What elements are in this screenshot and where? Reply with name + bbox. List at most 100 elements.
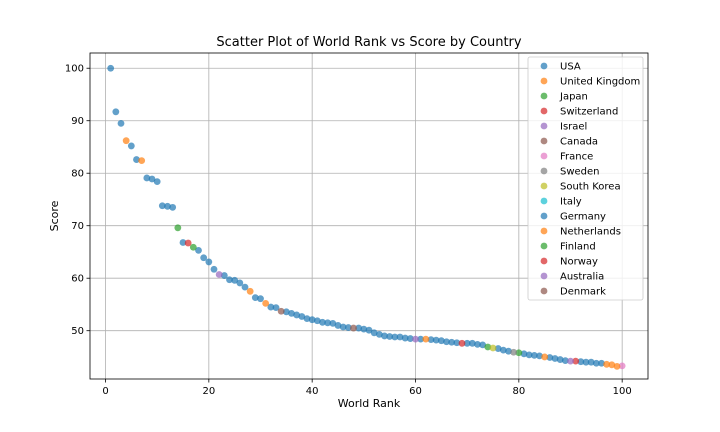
x-tick-label: 80 [512, 386, 525, 397]
data-point [505, 347, 512, 355]
legend-entry: Italy [560, 197, 582, 208]
data-point [381, 332, 388, 340]
y-tick-label: 90 [71, 116, 84, 127]
data-point [427, 336, 435, 344]
data-points [107, 64, 626, 370]
data-point [241, 283, 249, 291]
legend-marker [540, 107, 548, 115]
legend-marker [540, 227, 548, 235]
data-point [164, 202, 171, 210]
y-tick-label: 80 [71, 169, 84, 180]
data-point [443, 338, 450, 346]
legend-entry: Switzerland [560, 107, 618, 118]
legend-marker [540, 167, 548, 175]
data-point [334, 322, 342, 329]
data-point [401, 334, 409, 342]
data-point [592, 359, 600, 367]
data-point [189, 243, 197, 251]
data-point [437, 337, 445, 345]
y-tick-label: 50 [71, 326, 84, 337]
data-point [262, 300, 270, 307]
data-point [313, 317, 321, 325]
data-point [308, 316, 316, 324]
data-point [474, 340, 481, 348]
data-point [494, 345, 502, 352]
data-point [200, 254, 208, 262]
data-point [406, 335, 414, 342]
legend-entry: Finland [560, 242, 596, 253]
data-point [195, 246, 202, 254]
data-point [324, 319, 332, 327]
data-point [231, 276, 239, 284]
data-point [158, 202, 166, 210]
data-point [572, 357, 580, 365]
data-point [432, 336, 440, 344]
data-point [148, 175, 156, 183]
data-point [453, 339, 461, 347]
data-point [133, 156, 140, 163]
data-point [184, 239, 192, 247]
data-point [510, 348, 518, 356]
data-point [205, 258, 213, 266]
data-point [468, 339, 476, 347]
data-point [319, 318, 326, 326]
y-tick-label: 60 [71, 274, 84, 285]
legend-marker [540, 272, 548, 280]
data-point [613, 363, 621, 370]
data-point [210, 265, 218, 273]
data-point [360, 325, 368, 333]
legend-entry: Germany [560, 212, 606, 223]
legend-entry: France [560, 152, 593, 163]
legend-marker [540, 62, 548, 70]
data-point [479, 341, 487, 349]
data-point [525, 351, 533, 359]
legend-entry: Denmark [560, 287, 606, 298]
legend-entry: Norway [560, 257, 598, 268]
data-point [267, 303, 275, 311]
data-point [355, 324, 363, 332]
data-point [536, 352, 543, 360]
data-point [520, 350, 528, 358]
data-point [143, 174, 151, 182]
data-point [127, 142, 135, 150]
legend-marker [540, 182, 548, 190]
data-point [484, 343, 492, 351]
data-point [618, 362, 626, 370]
data-point [489, 344, 497, 352]
data-point [556, 356, 564, 363]
legend-marker [540, 257, 548, 265]
data-point [463, 339, 471, 347]
x-tick-label: 20 [202, 386, 215, 397]
x-axis-ticks: 0 20 40 60 80 100 [102, 379, 632, 397]
data-point [412, 335, 419, 343]
legend-marker [540, 212, 548, 220]
data-point [169, 203, 177, 211]
data-point [551, 355, 559, 362]
x-tick-label: 40 [306, 386, 319, 397]
legend-marker [540, 287, 548, 295]
legend-entry: Japan [559, 92, 588, 103]
data-point [370, 329, 378, 337]
data-point [153, 178, 161, 186]
data-point [339, 323, 347, 331]
plot-area-frame [89, 52, 649, 380]
y-axis-label: Score [48, 200, 61, 231]
data-point [215, 271, 223, 278]
data-point [546, 354, 554, 361]
data-point [117, 119, 125, 127]
data-point [251, 294, 259, 302]
data-point [375, 330, 383, 338]
data-point [448, 338, 456, 346]
data-point [226, 276, 233, 284]
data-point [582, 358, 590, 366]
data-point [515, 349, 523, 357]
x-tick-label: 60 [409, 386, 422, 397]
data-point [561, 357, 569, 365]
data-point [293, 311, 301, 319]
legend-entry: Canada [560, 137, 598, 148]
legend: USA United Kingdom Japan Switzerland Israel C… [527, 56, 644, 301]
data-point [386, 333, 394, 340]
legend-entry: South Korea [560, 182, 621, 193]
data-point [277, 307, 285, 315]
legend-entry: Australia [560, 272, 604, 283]
